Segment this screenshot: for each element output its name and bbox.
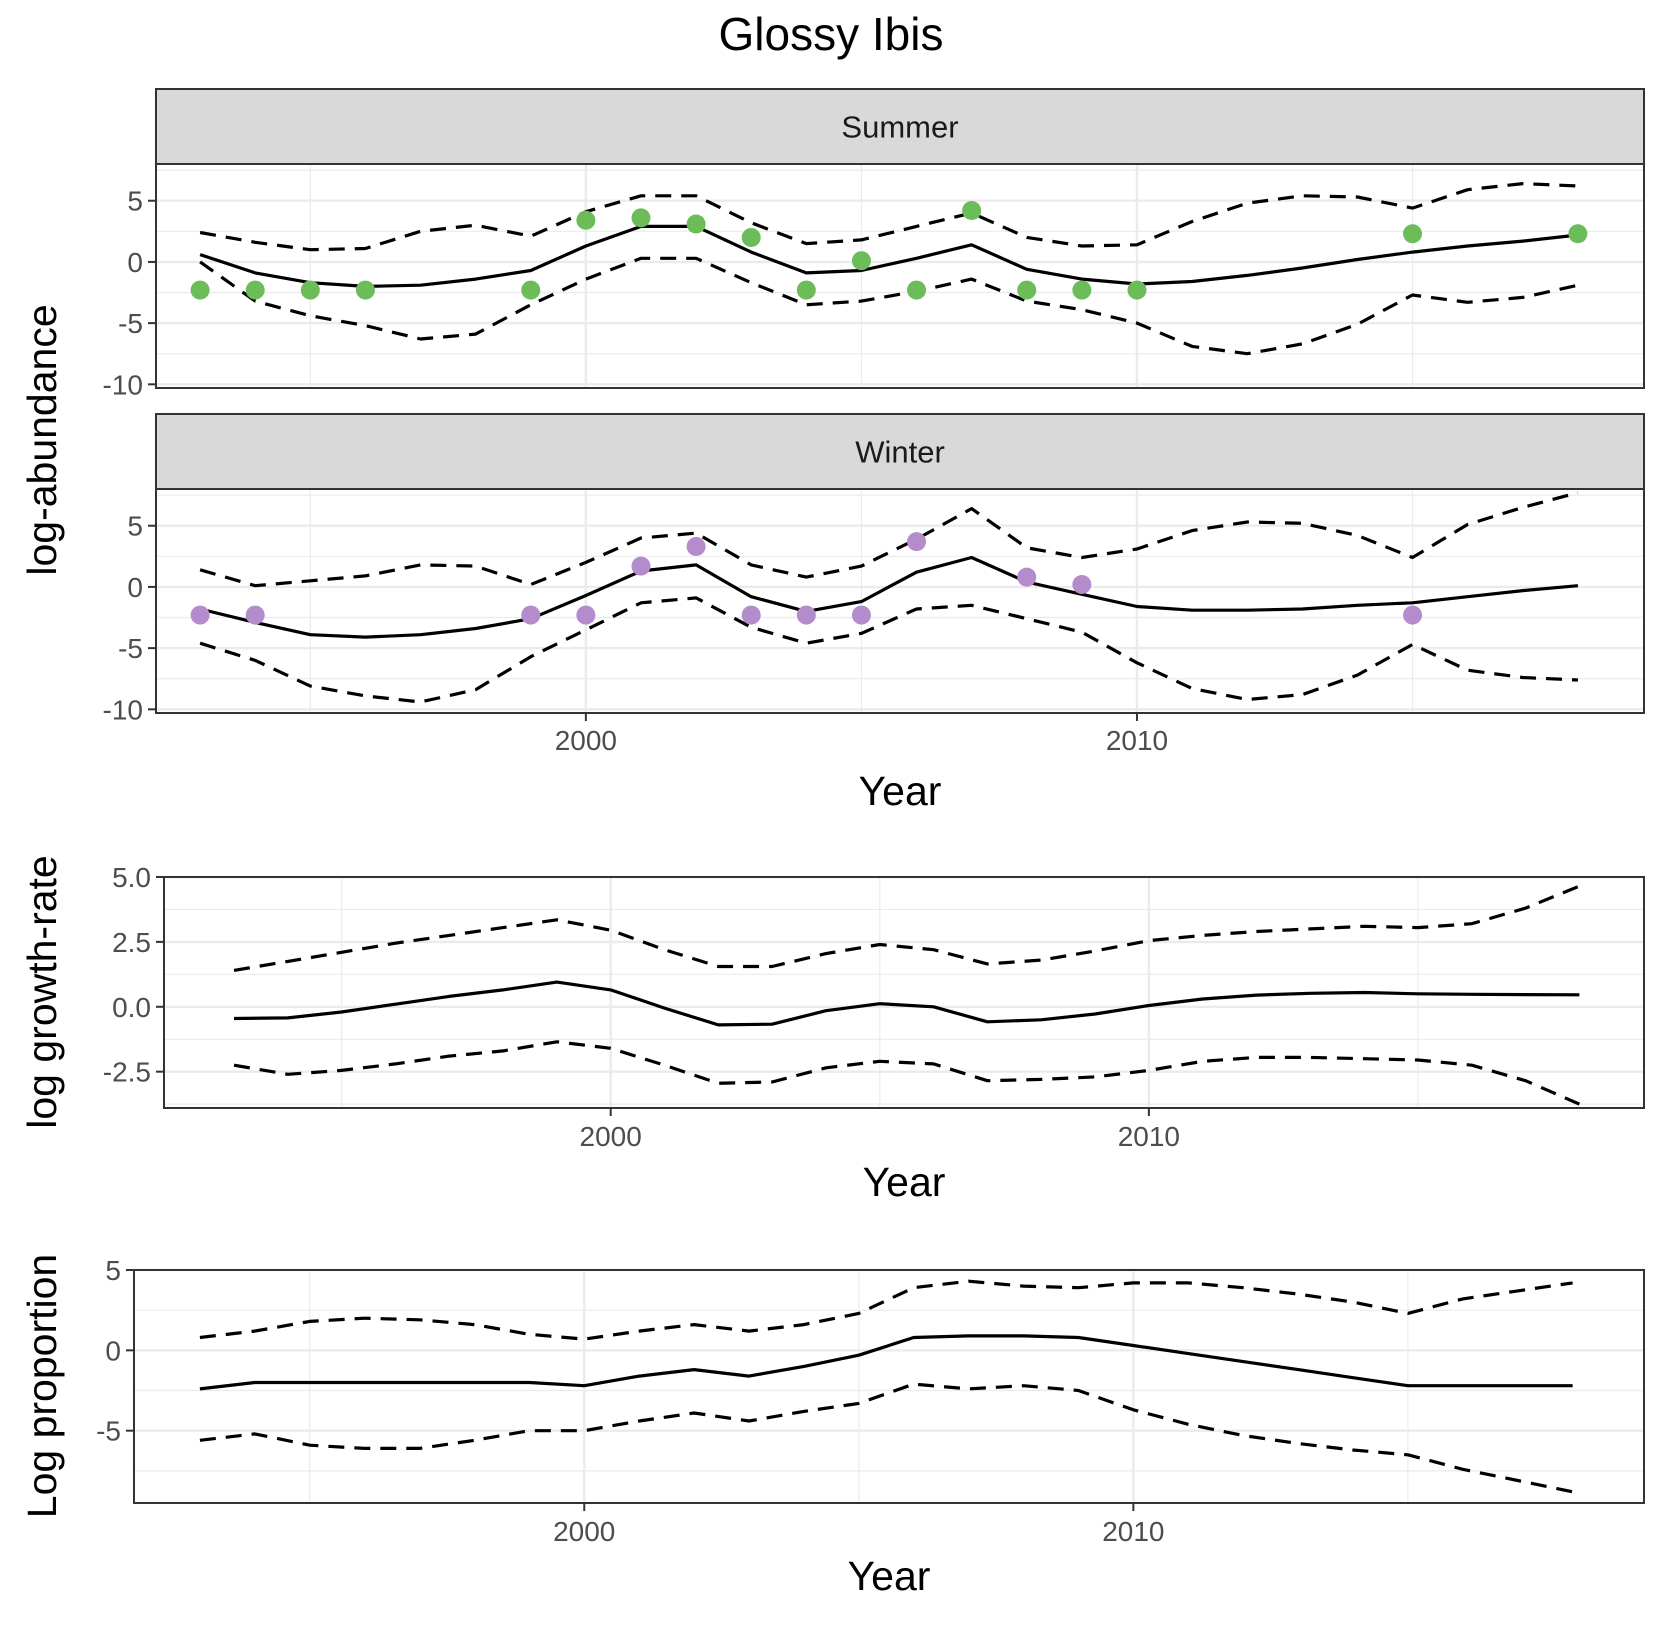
- panel-growth: -2.5 0.0 2.5 5.0 2000 2010 Year log growth-rate: [19, 855, 1645, 1205]
- data-point: [1568, 224, 1588, 244]
- data-point: [355, 280, 375, 300]
- data-point: [576, 605, 596, 625]
- data-point: [521, 280, 541, 300]
- data-point: [631, 208, 651, 228]
- data-point: [962, 201, 982, 221]
- data-point: [1403, 605, 1423, 625]
- data-point: [521, 605, 541, 625]
- series-lower-line: [199, 1382, 1573, 1494]
- x-axis-title-winter: Year: [859, 768, 942, 814]
- y-tick-label: -10: [103, 369, 143, 400]
- y-tick-label: 0: [127, 572, 143, 603]
- data-point: [796, 605, 816, 625]
- data-point: [741, 227, 761, 247]
- x-tick-label: 2010: [1102, 1516, 1164, 1547]
- data-point: [1072, 574, 1092, 594]
- y-tick-label: 2.5: [112, 927, 151, 958]
- strip-label-summer: Summer: [841, 110, 958, 145]
- data-point: [1017, 567, 1037, 587]
- y-tick-label: 0: [105, 1335, 121, 1366]
- data-point: [190, 280, 210, 300]
- y-tick-label: -10: [103, 694, 143, 725]
- data-point: [300, 280, 320, 300]
- x-tick-label: 2010: [1106, 725, 1168, 756]
- y-axis-title-summer: log-abundance: [19, 304, 65, 575]
- series-upper-line: [233, 884, 1581, 972]
- panel-summer: Summer -10 -5 0 5 log-abundance: [19, 88, 1645, 576]
- x-tick-label: 2010: [1118, 1121, 1180, 1152]
- series-lower-line: [199, 596, 1578, 704]
- series-lower-line: [199, 256, 1579, 356]
- data-point: [190, 605, 210, 625]
- data-point: [1072, 280, 1092, 300]
- panel-layer: Summer -10 -5 0 5 log-abundance Winter -10 -5 0 5 2…: [19, 88, 1645, 1599]
- x-tick-label: 2000: [555, 725, 617, 756]
- panel-winter: Winter -10 -5 0 5 2000 2010 Year: [103, 413, 1645, 814]
- data-point: [686, 537, 706, 557]
- series-upper-line: [199, 491, 1579, 588]
- series-estimate-line: [199, 224, 1579, 288]
- panel-border-summer: [155, 163, 1645, 389]
- y-axis-title-growth: log growth-rate: [19, 855, 65, 1128]
- y-tick-label: 0: [127, 247, 143, 278]
- data-point: [851, 605, 871, 625]
- chart-title: Glossy Ibis: [719, 8, 944, 60]
- y-tick-label: -5: [118, 308, 143, 339]
- series-upper-line: [199, 182, 1578, 252]
- data-point: [1127, 280, 1147, 300]
- y-tick-label: 5: [127, 186, 143, 217]
- data-point: [576, 210, 596, 230]
- y-tick-label: -5: [118, 633, 143, 664]
- data-point: [245, 280, 265, 300]
- data-point: [796, 280, 816, 300]
- panel-proportion: -5 0 5 2000 2010 Year Log proportion: [19, 1254, 1645, 1599]
- data-point: [686, 214, 706, 234]
- x-axis-title-growth: Year: [863, 1159, 946, 1205]
- data-point: [907, 532, 927, 552]
- strip-summer: [155, 88, 1645, 165]
- x-tick-label: 2000: [553, 1516, 615, 1547]
- panel-border-winter: [155, 488, 1645, 714]
- series-estimate-line: [199, 1334, 1573, 1391]
- strip-winter: [155, 413, 1645, 490]
- y-tick-label: 0.0: [112, 992, 151, 1023]
- series-estimate-line: [199, 555, 1579, 639]
- data-point: [1017, 280, 1037, 300]
- y-tick-label: 5.0: [112, 862, 151, 893]
- data-point: [1403, 224, 1423, 244]
- strip-label-winter: Winter: [855, 435, 945, 470]
- x-axis-title-proportion: Year: [848, 1553, 931, 1599]
- data-point: [741, 605, 761, 625]
- y-tick-label: 5: [127, 511, 143, 542]
- y-tick-label: 5: [105, 1255, 121, 1286]
- y-axis-title-proportion: Log proportion: [19, 1254, 65, 1518]
- data-point: [631, 556, 651, 576]
- y-tick-label: -5: [96, 1416, 121, 1447]
- panel-border-proportion: [133, 1269, 1645, 1504]
- data-point: [245, 605, 265, 625]
- y-tick-label: -2.5: [103, 1057, 151, 1088]
- x-tick-label: 2000: [580, 1121, 642, 1152]
- panel-border-growth: [163, 876, 1645, 1109]
- series-upper-line: [199, 1279, 1573, 1341]
- data-point: [907, 280, 927, 300]
- series-lower-line: [233, 1040, 1581, 1106]
- series-estimate-line: [233, 980, 1580, 1027]
- data-point: [851, 251, 871, 271]
